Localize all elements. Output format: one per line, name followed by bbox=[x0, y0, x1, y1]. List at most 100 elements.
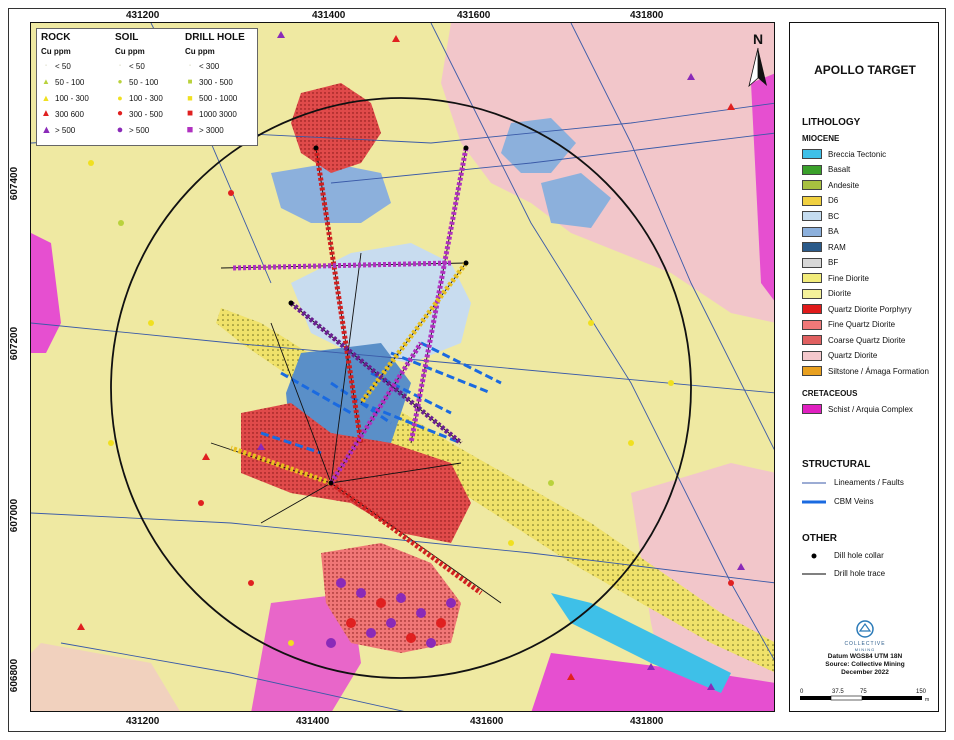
x-tick-top: 431200 bbox=[126, 10, 160, 21]
drill-symbol-icon: ■ bbox=[187, 93, 193, 103]
soil-legend-row: ● > 500 bbox=[115, 125, 150, 136]
soil-symbol-icon: ● bbox=[116, 108, 124, 119]
rock-legend-label: > 500 bbox=[55, 125, 76, 135]
fqd-south-pattern bbox=[321, 543, 461, 653]
datum-text: Datum WGS84 UTM 18N bbox=[827, 653, 903, 660]
lithology-swatch bbox=[802, 319, 822, 330]
lithology-item: Breccia Tectonic bbox=[802, 149, 886, 159]
logo-text: COLLECTIVE bbox=[844, 641, 886, 647]
map-credits: Datum WGS84 UTM 18N Source: Collective M… bbox=[790, 653, 940, 677]
quartz-diorite-sw bbox=[31, 643, 180, 711]
legend-faults-label: Lineaments / Faults bbox=[834, 478, 904, 487]
drill-legend-label: 300 - 500 bbox=[199, 77, 233, 87]
drill-legend-row: ■ 1000 3000 bbox=[185, 109, 237, 119]
soil-legend-label: < 50 bbox=[129, 61, 145, 71]
lithology-swatch bbox=[802, 257, 822, 268]
soil-symbol-icon: · bbox=[118, 62, 122, 69]
fault-line-icon bbox=[802, 482, 826, 483]
lithology-item: BA bbox=[802, 226, 839, 237]
other-title: OTHER bbox=[802, 533, 837, 544]
drill-legend-unit: Cu ppm bbox=[185, 47, 215, 56]
lithology-swatch bbox=[802, 180, 822, 190]
source-text: Source: Collective Mining bbox=[825, 661, 905, 668]
x-tick-bottom: 431200 bbox=[126, 716, 160, 727]
soil-legend-title: SOIL bbox=[115, 32, 139, 43]
lithology-label: Quartz Diorite Porphyry bbox=[828, 304, 912, 314]
rock-legend-label: 50 - 100 bbox=[55, 77, 85, 87]
scale-unit: m bbox=[925, 697, 929, 703]
cretaceous-item: Schist / Arquia Complex bbox=[802, 404, 913, 414]
x-tick-bottom: 431800 bbox=[630, 716, 664, 727]
schist-east bbox=[751, 73, 774, 301]
lithology-label: Coarse Quartz Diorite bbox=[828, 335, 906, 345]
lithology-title: LITHOLOGY bbox=[802, 117, 861, 128]
lithology-item: Diorite bbox=[802, 288, 851, 299]
soil-symbol-icon: ● bbox=[117, 93, 123, 103]
legend-trace-label: Drill hole trace bbox=[834, 569, 886, 578]
soil-legend-row: ● 100 - 300 bbox=[115, 93, 163, 103]
logo-icon bbox=[856, 620, 874, 638]
drill-symbol-icon: ■ bbox=[187, 77, 193, 86]
lithology-item: Coarse Quartz Diorite bbox=[802, 335, 905, 345]
lithology-label: Fine Diorite bbox=[828, 273, 869, 283]
drill-samples bbox=[230, 147, 483, 596]
rock-symbol-icon: ▲ bbox=[41, 108, 51, 119]
drill-symbol-icon: ■ bbox=[186, 124, 194, 136]
soil-legend-label: 300 - 500 bbox=[129, 109, 163, 119]
drill-symbol-icon: · bbox=[188, 62, 192, 69]
lithology-label: BA bbox=[828, 227, 839, 236]
x-tick-bottom: 431600 bbox=[470, 716, 504, 727]
map-canvas[interactable] bbox=[30, 22, 775, 712]
schist-south bbox=[531, 653, 774, 711]
soil-samples-scatter bbox=[88, 110, 734, 646]
ba-unit-e bbox=[541, 173, 611, 228]
miocene-label: MIOCENE bbox=[802, 134, 840, 143]
lithology-label: Andesite bbox=[828, 180, 860, 190]
panel-title: APOLLO TARGET bbox=[814, 63, 916, 77]
scale-label-3: 150 bbox=[916, 689, 927, 695]
y-tick-left: 607000 bbox=[9, 498, 21, 533]
legend-veins-label: CBM Veins bbox=[834, 497, 874, 506]
north-arrow-icon: N bbox=[748, 31, 767, 88]
lithology-item: D6 bbox=[802, 195, 838, 206]
legend-collar: Dill hole collar bbox=[802, 551, 884, 560]
schist-sw bbox=[251, 593, 361, 711]
soil-symbol-icon: ● bbox=[117, 77, 123, 86]
drill-collars bbox=[288, 145, 469, 486]
faults bbox=[31, 23, 774, 711]
ba-unit-ne bbox=[501, 118, 576, 173]
scale-label-2: 75 bbox=[860, 689, 867, 695]
lithology-label: Siltstone / Ámaga Formation bbox=[828, 366, 929, 376]
lithology-swatch bbox=[802, 226, 822, 237]
drill-legend-row: · < 300 bbox=[185, 61, 219, 71]
scale-label-1: 37.5 bbox=[832, 689, 844, 695]
cretaceous-label: CRETACEOUS bbox=[802, 389, 858, 398]
lithology-label: RAM bbox=[828, 242, 846, 252]
legend-collar-label: Dill hole collar bbox=[834, 551, 884, 560]
logo-sub: MINING bbox=[854, 647, 876, 652]
lithology-swatch bbox=[802, 164, 822, 175]
lithology-swatch bbox=[802, 242, 822, 252]
x-tick-bottom: 431400 bbox=[296, 716, 330, 727]
north-label: N bbox=[753, 31, 763, 47]
map-svg bbox=[31, 23, 774, 711]
lithology-swatch bbox=[802, 211, 822, 221]
map-frame bbox=[8, 8, 946, 732]
lithology-item: Andesite bbox=[802, 180, 859, 190]
legend-trace: Drill hole trace bbox=[802, 569, 885, 578]
rock-legend-label: 100 - 300 bbox=[55, 93, 89, 103]
structural-title: STRUCTURAL bbox=[802, 459, 871, 470]
scale-bar: 0 37.5 75 150 m bbox=[800, 689, 929, 703]
y-tick-left: 606800 bbox=[9, 658, 21, 693]
lithology-label: Breccia Tectonic bbox=[828, 149, 887, 159]
rock-legend-row: · < 50 bbox=[41, 61, 71, 71]
lithology-swatch bbox=[802, 304, 822, 314]
rock-legend-row: ▲ 100 - 300 bbox=[41, 93, 89, 103]
soil-samples-south bbox=[326, 578, 456, 648]
cretaceous-swatch bbox=[802, 404, 822, 414]
lithology-item: Quartz Diorite Porphyry bbox=[802, 304, 912, 314]
trace-line-icon bbox=[802, 573, 826, 574]
rock-legend-unit: Cu ppm bbox=[41, 47, 71, 56]
lithology-item: Fine Diorite bbox=[802, 273, 869, 283]
lithology-label: Fine Quartz Diorite bbox=[828, 320, 896, 329]
